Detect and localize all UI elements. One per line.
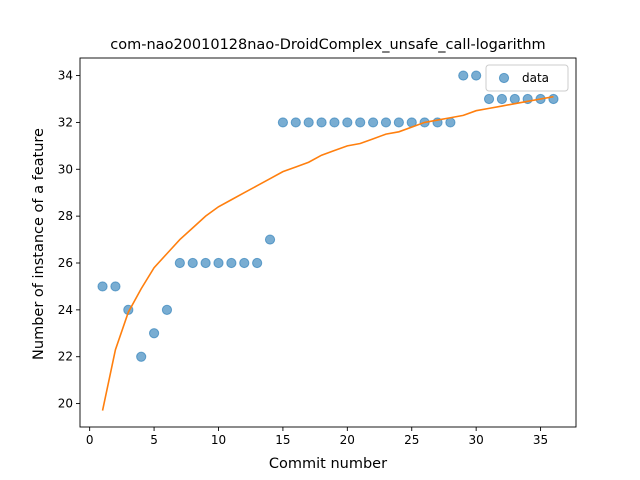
data-point: [136, 351, 147, 362]
legend-entry-label: data: [522, 71, 549, 85]
fit-line: [101, 95, 554, 411]
data-point: [174, 257, 185, 269]
data-point: [509, 93, 520, 105]
x-tick-label: 15: [275, 433, 290, 447]
y-tick-label: 34: [58, 69, 73, 83]
chart-title: com-nao20010128nao-DroidComplex_unsafe_c…: [110, 37, 545, 53]
data-point: [277, 117, 289, 128]
x-tick-label: 30: [469, 433, 484, 447]
y-tick-label: 32: [58, 115, 73, 129]
legend: data: [485, 64, 569, 92]
data-point: [239, 257, 250, 269]
legend-box: [485, 64, 569, 92]
data-point: [213, 257, 224, 269]
data-point: [97, 281, 108, 292]
data-point: [148, 328, 160, 339]
data-point: [316, 117, 327, 128]
data-point: [496, 93, 508, 105]
y-tick-label: 30: [58, 162, 73, 176]
data-point: [329, 117, 340, 128]
x-tick-label: 5: [150, 433, 158, 447]
data-point: [161, 304, 173, 315]
y-tick-label: 22: [58, 350, 73, 364]
axes: 0 5 10 15 20 25 30 35 20 22 24 26 28 30 32 34: [58, 57, 577, 447]
data-point: [187, 257, 198, 269]
x-axis-label: Commit number: [269, 456, 387, 472]
data-point: [264, 234, 276, 245]
y-tick-label: 28: [58, 209, 73, 223]
x-tick-label: 20: [340, 433, 355, 447]
data-point: [303, 117, 314, 128]
data-point: [355, 117, 366, 128]
legend-marker: [498, 72, 510, 84]
data-point: [200, 257, 211, 269]
data-point: [471, 70, 482, 81]
y-tick-label: 24: [58, 303, 73, 317]
data-point: [226, 257, 237, 269]
data-point: [483, 93, 495, 105]
x-tick-label: 0: [86, 433, 94, 447]
data-point: [458, 70, 469, 81]
plot-marks: [97, 70, 559, 411]
x-tick-label: 25: [404, 433, 419, 447]
data-point: [252, 257, 263, 269]
data-point: [445, 117, 456, 128]
y-axis-label: Number of instance of a feature: [31, 128, 47, 360]
data-point: [367, 117, 379, 128]
plot-frame: [79, 57, 577, 428]
data-point: [393, 117, 404, 128]
data-point: [342, 117, 353, 128]
data-point: [290, 117, 301, 128]
x-tick-label: 10: [211, 433, 226, 447]
y-tick-label: 26: [58, 256, 73, 270]
y-tick-label: 20: [58, 397, 73, 411]
x-tick-label: 35: [533, 433, 548, 447]
data-point: [380, 117, 392, 128]
data-point: [548, 93, 559, 105]
data-point: [110, 281, 121, 292]
